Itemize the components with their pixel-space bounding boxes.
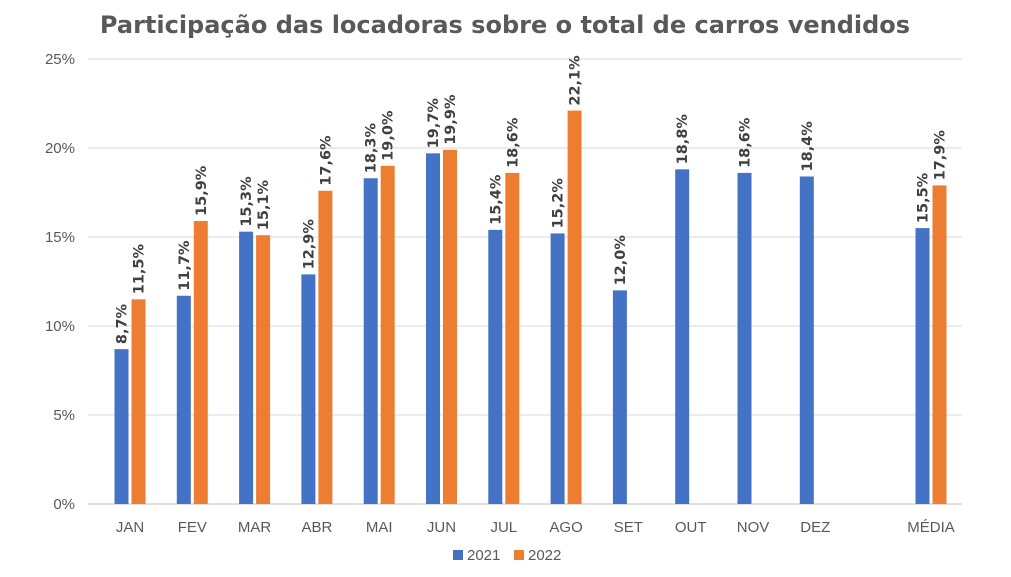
x-tick-label: MÉDIA (907, 519, 955, 536)
x-tick-label: DEZ (800, 519, 830, 536)
x-tick-label: MAR (238, 519, 272, 536)
bars (114, 110, 947, 505)
legend-label-2022: 2022 (528, 547, 561, 564)
bar-2021-SET (612, 290, 627, 504)
data-label: 8,7% (115, 303, 131, 344)
x-tick-label: FEV (178, 519, 207, 536)
x-axis-ticks: JAN FEV MAR ABR MAI JUN JUL AGO SET OUT NOV DEZ MÉDI… (116, 519, 955, 536)
legend-label-2021: 2021 (467, 547, 500, 564)
data-label: 15,4% (488, 174, 504, 225)
x-tick-label: NOV (737, 519, 770, 536)
y-tick-label: 20% (45, 140, 75, 157)
data-label: 18,6% (738, 117, 754, 168)
bar-2022-MAR (256, 235, 271, 504)
legend-swatch-2022 (514, 550, 524, 560)
data-label: 19,7% (426, 98, 442, 149)
data-label: 11,5% (132, 244, 148, 295)
y-tick-label: 25% (45, 51, 75, 68)
x-tick-label: JAN (116, 519, 144, 536)
bar-2021-NOV (737, 172, 752, 505)
y-tick-label: 10% (45, 318, 75, 335)
data-label: 15,1% (256, 179, 272, 230)
data-label: 18,6% (505, 117, 521, 168)
data-label: 17,6% (318, 135, 334, 186)
bar-2022-MÉDIA (932, 185, 947, 504)
bar-2022-JUL (505, 172, 520, 505)
data-label: 15,3% (239, 176, 255, 227)
data-label: 18,8% (675, 114, 691, 165)
x-tick-label: OUT (675, 519, 707, 536)
x-tick-label: ABR (301, 519, 332, 536)
bar-2021-AGO (550, 233, 565, 504)
bar-2021-JAN (114, 349, 129, 504)
data-label: 11,7% (177, 240, 193, 291)
bar-2021-MAR (239, 231, 254, 504)
bar-2022-JAN (131, 299, 146, 504)
x-tick-label: AGO (549, 519, 582, 536)
bar-2021-MAI (363, 178, 378, 504)
legend: 2021 2022 (453, 547, 561, 564)
bar-2022-JUN (443, 149, 457, 504)
data-label: 15,9% (194, 165, 210, 216)
bar-2022-MAI (380, 165, 395, 505)
data-label: 15,5% (916, 172, 932, 223)
data-label: 12,0% (613, 235, 629, 286)
bar-2021-JUN (426, 153, 440, 504)
y-tick-label: 0% (53, 496, 75, 513)
bar-2021-ABR (301, 274, 316, 504)
x-tick-label: SET (614, 519, 643, 536)
bar-2021-FEV (176, 295, 191, 504)
data-label: 18,4% (800, 121, 816, 172)
data-label: 19,9% (443, 94, 459, 145)
data-label: 22,1% (568, 55, 584, 106)
chart-title: Participação das locadoras sobre o total… (100, 11, 910, 39)
y-axis-ticks: 0% 5% 10% 15% 20% 25% (45, 51, 75, 513)
data-label: 17,9% (933, 130, 949, 181)
bar-2021-DEZ (799, 176, 814, 505)
data-label: 18,3% (364, 122, 380, 173)
data-label: 12,9% (301, 219, 317, 270)
bar-2022-ABR (318, 190, 333, 504)
data-label: 15,2% (551, 178, 567, 229)
bar-2021-MÉDIA (915, 228, 930, 504)
bar-2021-JUL (488, 229, 503, 504)
gridlines (88, 58, 962, 505)
x-tick-label: JUN (427, 519, 456, 536)
data-label: 19,0% (381, 110, 397, 161)
x-tick-label: MAI (366, 519, 393, 536)
data-labels: 8,7%11,5% 11,7% 15,9% 15,3% 15,1% 12,9% 17,6% 1… (115, 55, 949, 344)
y-tick-label: 15% (45, 229, 75, 246)
bar-2022-FEV (193, 220, 208, 505)
bar-2022-AGO (567, 110, 582, 505)
y-tick-label: 5% (53, 407, 75, 424)
legend-swatch-2021 (453, 550, 463, 560)
x-tick-label: JUL (490, 519, 517, 536)
bar-2021-OUT (675, 169, 690, 505)
